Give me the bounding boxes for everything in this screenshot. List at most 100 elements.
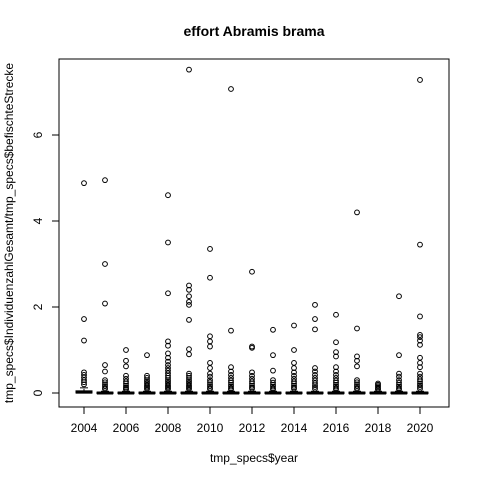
- outlier-point: [186, 298, 192, 305]
- outlier-point: [270, 379, 276, 386]
- outlier-point: [102, 362, 108, 368]
- outlier-point: [165, 342, 171, 349]
- outlier-point: [312, 372, 318, 378]
- outlier-point: [81, 379, 87, 386]
- outlier-point: [396, 379, 402, 386]
- outlier-point: [417, 370, 423, 377]
- outlier-point: [123, 363, 129, 370]
- x-tick-label: 2006: [113, 421, 140, 435]
- outlier-point: [249, 268, 255, 275]
- x-tick-label: 2014: [281, 421, 308, 435]
- outlier-point: [417, 241, 423, 248]
- outlier-point: [333, 383, 339, 390]
- outlier-point: [417, 334, 423, 341]
- outlier-point: [228, 383, 234, 390]
- outlier-point: [312, 301, 318, 308]
- outlier-point: [102, 300, 108, 307]
- outlier-point: [207, 274, 213, 281]
- x-tick-label: 2012: [239, 421, 266, 435]
- outlier-point: [354, 383, 360, 390]
- outlier-point: [396, 373, 402, 380]
- outlier-point: [291, 365, 297, 371]
- outlier-point: [102, 386, 108, 393]
- outlier-point: [102, 368, 108, 375]
- outlier-point: [123, 347, 129, 353]
- outlier-point: [291, 385, 297, 392]
- outlier-point: [123, 382, 129, 389]
- x-tick-label: 2020: [407, 421, 434, 435]
- outlier-point: [396, 386, 402, 393]
- outlier-point: [165, 380, 171, 387]
- outlier-point: [291, 369, 297, 376]
- outlier-point: [81, 381, 87, 388]
- outlier-point: [186, 286, 192, 293]
- outlier-point: [312, 380, 318, 387]
- outlier-point: [312, 382, 318, 389]
- outlier-point: [270, 383, 276, 390]
- outlier-point: [354, 325, 360, 332]
- outlier-point: [144, 375, 150, 381]
- outlier-point: [207, 343, 213, 350]
- outlier-point: [354, 357, 360, 364]
- outlier-point: [375, 386, 381, 393]
- outlier-point: [102, 383, 108, 390]
- chart-title: effort Abramis brama: [183, 23, 324, 39]
- outlier-point: [396, 370, 402, 377]
- outlier-point: [186, 375, 192, 381]
- outlier-point: [207, 377, 213, 384]
- outlier-point: [228, 377, 234, 384]
- outlier-point: [270, 386, 276, 393]
- outlier-point: [207, 379, 213, 386]
- outlier-point: [186, 386, 192, 393]
- outlier-point: [417, 364, 423, 371]
- outlier-point: [249, 382, 255, 389]
- x-tick-label: 2010: [197, 421, 224, 435]
- outlier-point: [270, 367, 276, 374]
- outlier-point: [165, 362, 171, 368]
- outlier-point: [354, 353, 360, 360]
- outlier-point: [207, 246, 213, 252]
- outlier-point: [165, 290, 171, 297]
- outlier-point: [417, 337, 423, 344]
- x-axis: 2004 2006 2008 2010 2012 2014 2016 2018 2020: [71, 406, 434, 435]
- outlier-point: [228, 372, 234, 378]
- outlier-point: [207, 365, 213, 371]
- outlier-point: [354, 209, 360, 216]
- outlier-point: [291, 347, 297, 353]
- outlier-point: [396, 352, 402, 359]
- outlier-point: [165, 375, 171, 381]
- outlier-point: [186, 293, 192, 300]
- outlier-point: [81, 316, 87, 322]
- outlier-point: [312, 316, 318, 322]
- outlier-point: [417, 341, 423, 348]
- outlier-point: [186, 351, 192, 358]
- outlier-point: [333, 339, 339, 346]
- outlier-point: [354, 363, 360, 370]
- outlier-point: [249, 369, 255, 376]
- y-axis: 0 2 4 6: [31, 131, 60, 396]
- outlier-point: [123, 378, 129, 385]
- outlier-point: [417, 384, 423, 390]
- outlier-point: [228, 86, 234, 92]
- outlier-point: [249, 372, 255, 379]
- outlier-point: [270, 352, 276, 359]
- x-tick-label: 2018: [365, 421, 392, 435]
- x-tick-label: 2016: [323, 421, 350, 435]
- outlier-point: [333, 311, 339, 318]
- outlier-point: [333, 386, 339, 393]
- outlier-point: [354, 386, 360, 393]
- outlier-point: [165, 386, 171, 393]
- outlier-point: [228, 386, 234, 393]
- outlier-points: [81, 66, 423, 393]
- outlier-point: [249, 385, 255, 392]
- outlier-point: [207, 386, 213, 393]
- outlier-point: [249, 378, 255, 385]
- outlier-point: [312, 385, 318, 392]
- outlier-point: [186, 317, 192, 323]
- outlier-point: [165, 192, 171, 199]
- outlier-point: [396, 293, 402, 300]
- outlier-point: [186, 301, 192, 308]
- outlier-point: [354, 379, 360, 386]
- outlier-point: [396, 383, 402, 390]
